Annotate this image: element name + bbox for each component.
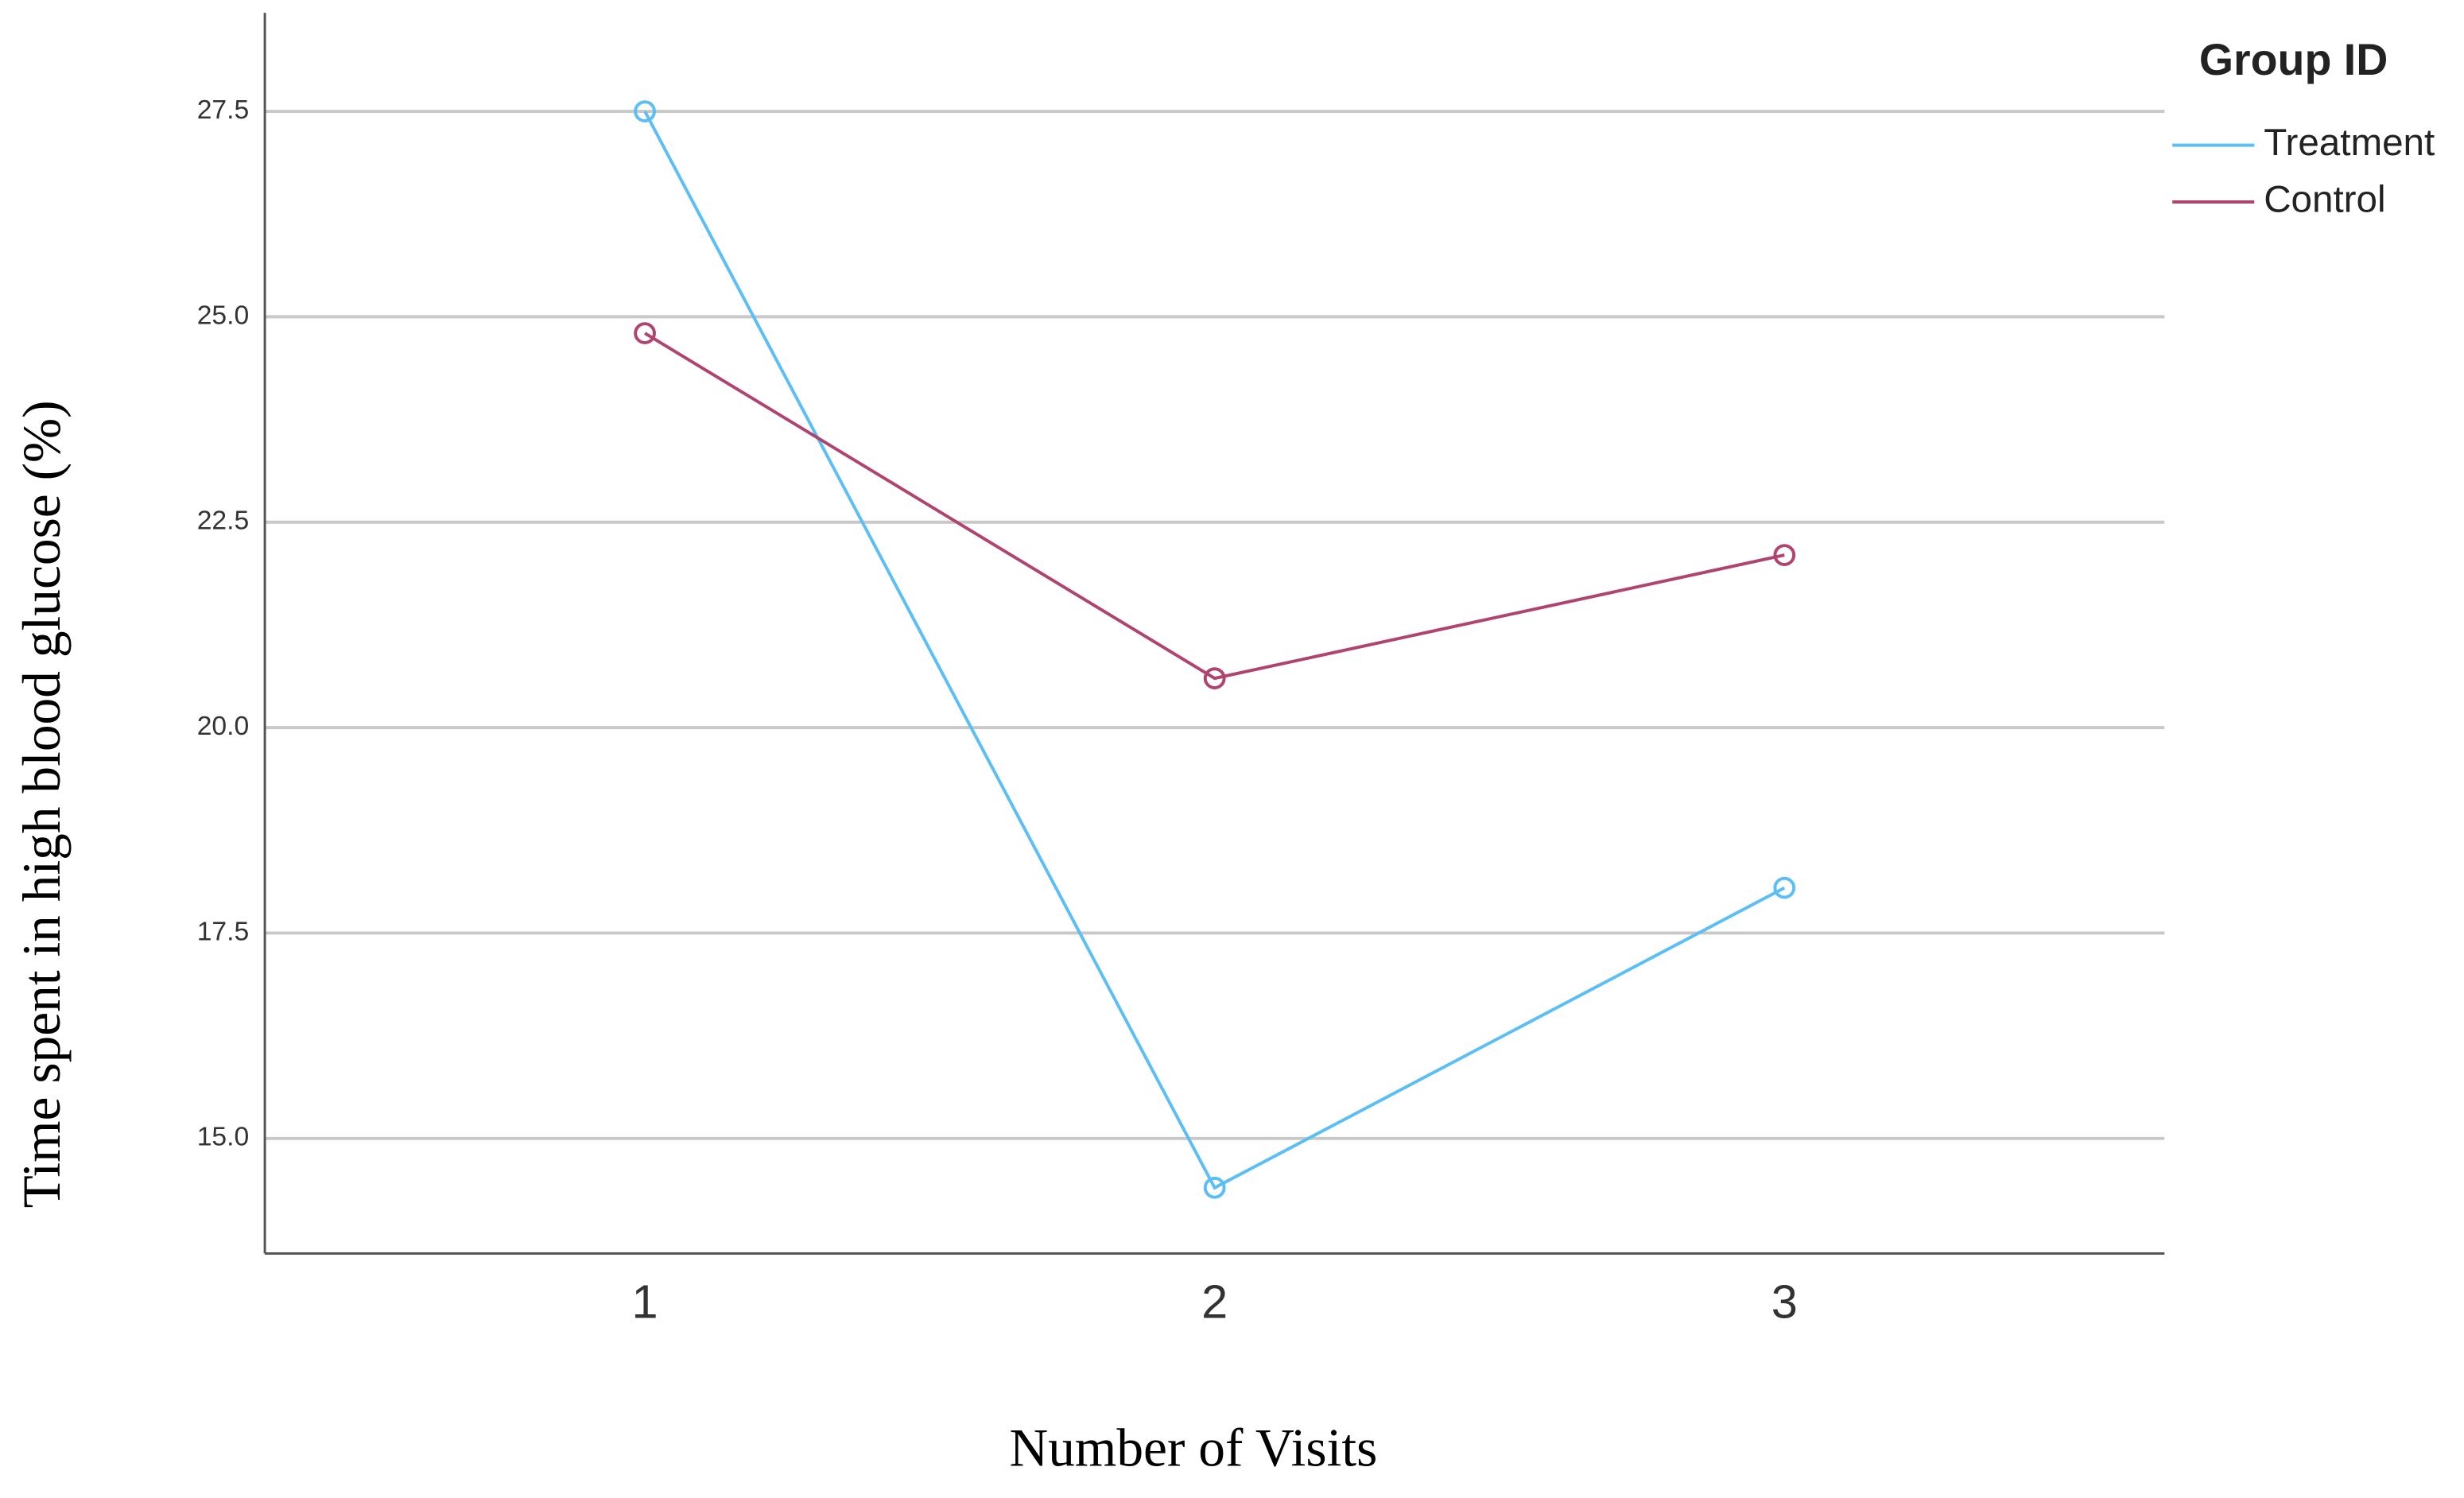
series-line	[643, 111, 1786, 1190]
y-axis-label: Time spent in high blood glucose (%)	[12, 400, 72, 1208]
x-tick-label: 1	[632, 1275, 658, 1329]
y-tick-label: 17.5	[197, 916, 250, 946]
point-marker	[634, 322, 656, 344]
y-tick-label: 27.5	[197, 95, 250, 125]
y-tick-label: 25.0	[197, 300, 250, 330]
x-tick-label: 3	[1771, 1275, 1798, 1329]
point-marker	[634, 100, 656, 122]
point-marker	[1773, 876, 1796, 899]
legend-label: Treatment	[2264, 122, 2435, 164]
legend-title: Group ID	[2199, 35, 2388, 84]
legend-label: Control	[2264, 179, 2385, 221]
series-line	[644, 332, 1785, 681]
y-tick-label: 15.0	[197, 1122, 250, 1152]
x-tick-label: 2	[1201, 1275, 1228, 1329]
point-marker	[1203, 1176, 1226, 1199]
y-tick-label: 20.0	[197, 711, 250, 741]
point-marker	[1773, 544, 1796, 566]
x-axis-label: Number of Visits	[1010, 1418, 1378, 1478]
y-tick-label: 22.5	[197, 506, 250, 536]
point-marker	[1203, 667, 1226, 689]
